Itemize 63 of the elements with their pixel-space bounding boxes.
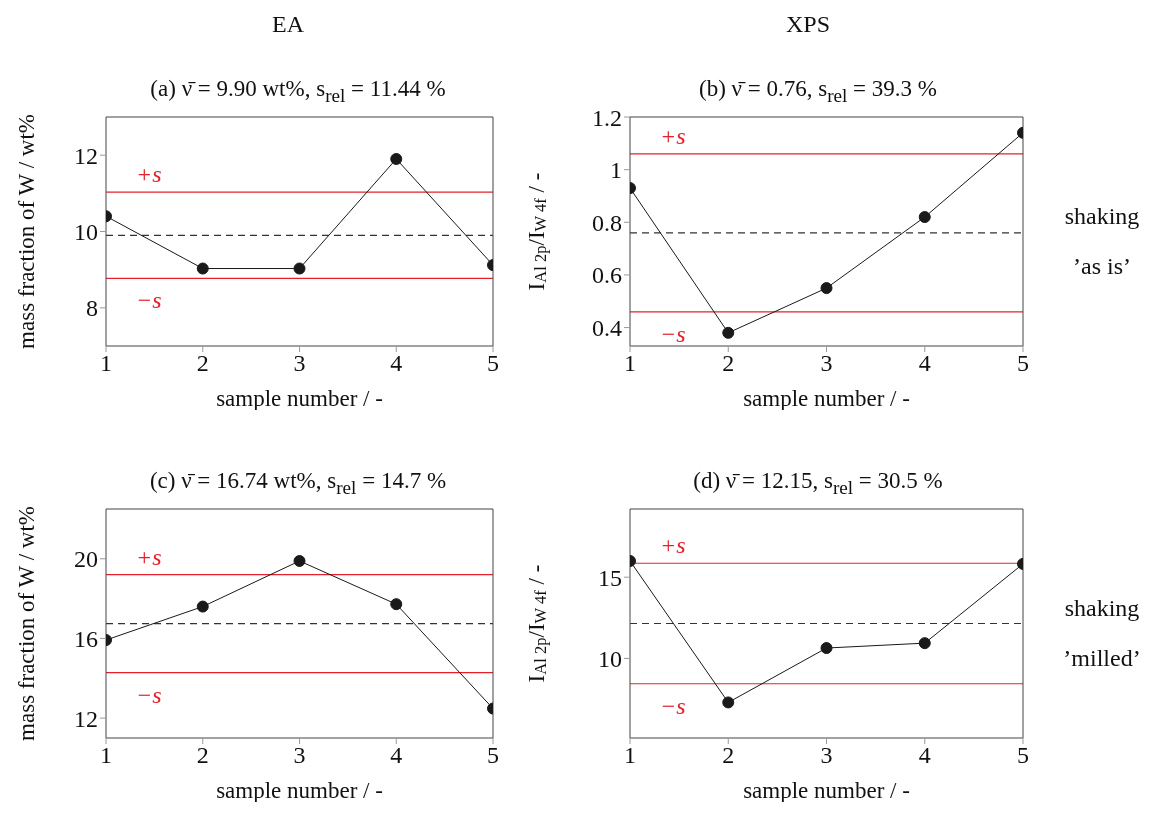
x-tick-label: 4 <box>390 742 403 769</box>
chart-title: (c) ν̄ = 16.74 wt%, s$_{rel}$ = 14.7 % <box>148 468 448 500</box>
point <box>918 637 931 650</box>
point <box>820 642 833 655</box>
x-axis-title: sample number / - <box>216 386 383 411</box>
chart-title: (a) ν̄ = 9.90 wt%, s$_{rel}$ = 11.44 % <box>149 76 447 108</box>
x-tick-label: 5 <box>1017 742 1029 769</box>
y-tick-label: 0.8 <box>592 209 622 236</box>
y-tick-label: 0.6 <box>592 262 622 289</box>
y-axis-title: mass fraction of W / wt% <box>13 114 39 349</box>
x-tick-label: 2 <box>722 350 735 377</box>
y-tick-label: 1 <box>610 157 622 184</box>
x-axis-title: sample number / - <box>743 386 910 411</box>
ref-line-label: −s <box>660 692 686 719</box>
ref-line-label: −s <box>136 681 162 708</box>
y-tick-label: 0.4 <box>592 315 622 342</box>
text: XPS <box>785 11 831 38</box>
y-tick-label: 1.2 <box>592 104 622 131</box>
chart-title: (d) ν̄ = 12.15, s$_{rel}$ = 30.5 % <box>692 468 944 500</box>
ref-line-label: +s <box>136 161 162 188</box>
y-axis-title: mass fraction of W / wt% <box>13 506 39 741</box>
ref-line-label: −s <box>660 320 686 347</box>
x-tick-label: 2 <box>196 742 209 769</box>
x-tick-label: 2 <box>196 350 209 377</box>
x-tick-label: 4 <box>390 350 403 377</box>
y-tick-label: 15 <box>598 564 622 591</box>
point <box>820 282 833 295</box>
chart-title: (b) ν̄ = 0.76, s$_{rel}$ = 39.3 % <box>699 76 937 106</box>
y-tick-label: 10 <box>74 219 98 246</box>
x-tick-label: 5 <box>487 742 499 769</box>
point <box>722 696 735 709</box>
x-tick-label: 3 <box>820 350 833 377</box>
x-tick-label: 5 <box>487 350 499 377</box>
text: EA <box>271 11 305 38</box>
y-tick-label: 12 <box>74 705 98 732</box>
point <box>196 600 209 613</box>
point <box>196 262 209 275</box>
point <box>722 326 735 339</box>
point <box>390 598 403 611</box>
ref-line-label: −s <box>136 287 162 314</box>
y-tick-label: 12 <box>74 142 98 169</box>
point <box>390 152 403 165</box>
y-tick-label: 16 <box>74 625 98 652</box>
text: shaking ’milled’ <box>1062 594 1142 673</box>
x-tick-label: 4 <box>918 742 931 769</box>
y-tick-label: 20 <box>74 546 98 573</box>
x-tick-label: 2 <box>722 742 735 769</box>
point <box>293 554 306 567</box>
x-tick-label: 4 <box>918 350 931 377</box>
y-tick-label: 10 <box>598 645 622 672</box>
y-tick-label: 8 <box>86 295 98 322</box>
x-tick-label: 5 <box>1017 350 1029 377</box>
point <box>293 262 306 275</box>
ref-line-label: +s <box>136 543 162 570</box>
text: shaking ’as is’ <box>1063 202 1141 281</box>
x-tick-label: 3 <box>293 350 306 377</box>
ref-line-label: +s <box>660 122 686 149</box>
x-tick-label: 3 <box>293 742 306 769</box>
x-axis-title: sample number / - <box>743 778 910 803</box>
ref-line-label: +s <box>660 532 686 559</box>
x-tick-label: 3 <box>820 742 833 769</box>
x-axis-title: sample number / - <box>216 778 383 803</box>
point <box>918 211 931 224</box>
